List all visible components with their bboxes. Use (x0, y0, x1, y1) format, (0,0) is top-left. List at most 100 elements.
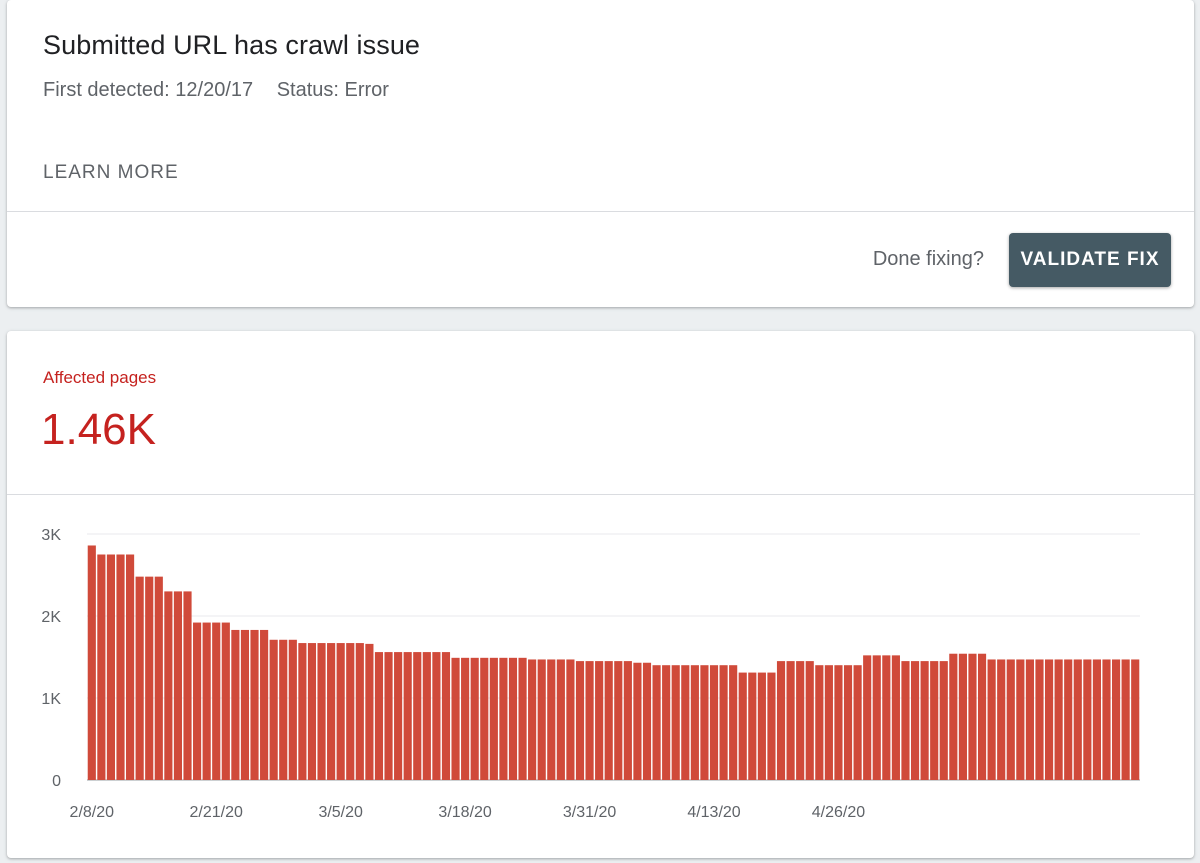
chart-bar[interactable] (106, 554, 115, 781)
chart-bar[interactable] (250, 629, 259, 780)
chart-bar[interactable] (327, 643, 336, 780)
chart-bar[interactable] (183, 591, 192, 780)
chart-bar[interactable] (202, 622, 211, 780)
chart-bar[interactable] (977, 653, 987, 780)
chart-bar[interactable] (441, 652, 451, 780)
chart-bar[interactable] (556, 659, 565, 780)
chart-bar[interactable] (87, 545, 96, 780)
chart-bar[interactable] (958, 653, 967, 780)
chart-bar[interactable] (738, 672, 747, 780)
learn-more-link[interactable]: LEARN MORE (43, 162, 179, 183)
chart-bar[interactable] (307, 643, 317, 780)
chart-bar[interactable] (786, 661, 795, 780)
chart-bar[interactable] (231, 629, 240, 780)
validate-fix-button[interactable]: VALIDATE FIX (1009, 233, 1171, 287)
chart-bar[interactable] (1025, 659, 1034, 780)
chart-bar[interactable] (212, 622, 221, 780)
chart-bar[interactable] (633, 662, 642, 780)
chart-bar[interactable] (642, 662, 652, 780)
chart-bar[interactable] (729, 665, 738, 780)
chart-bar[interactable] (394, 652, 403, 780)
chart-bar[interactable] (853, 665, 862, 780)
chart-bar[interactable] (298, 643, 307, 780)
chart-bar[interactable] (269, 639, 278, 780)
chart-bar[interactable] (480, 657, 489, 780)
chart-bar[interactable] (930, 661, 939, 780)
chart-bar[interactable] (1073, 659, 1082, 780)
chart-bar[interactable] (949, 653, 958, 780)
chart-bar[interactable] (796, 661, 805, 780)
chart-bar[interactable] (97, 554, 106, 781)
chart-bar[interactable] (1112, 659, 1121, 780)
chart-bar[interactable] (776, 661, 786, 780)
chart-bar[interactable] (145, 576, 154, 780)
chart-bar[interactable] (910, 661, 920, 780)
chart-bar[interactable] (815, 665, 824, 780)
chart-bar[interactable] (346, 643, 355, 780)
chart-bar[interactable] (1121, 659, 1130, 780)
chart-bar[interactable] (1016, 659, 1025, 780)
chart-bar[interactable] (1131, 659, 1140, 780)
chart-bar[interactable] (173, 591, 183, 780)
chart-bar[interactable] (451, 657, 460, 780)
chart-bar[interactable] (1092, 659, 1101, 780)
chart-bar[interactable] (566, 659, 575, 780)
chart-bar[interactable] (518, 657, 527, 780)
chart-bar[interactable] (882, 655, 891, 780)
chart-bar[interactable] (987, 659, 996, 780)
chart-bar[interactable] (681, 665, 690, 780)
chart-bar[interactable] (1054, 659, 1063, 780)
chart-bar[interactable] (489, 657, 498, 780)
chart-bar[interactable] (997, 659, 1006, 780)
chart-bar[interactable] (164, 591, 173, 780)
chart-bar[interactable] (920, 661, 929, 780)
chart-bar[interactable] (403, 652, 412, 780)
chart-bar[interactable] (700, 665, 709, 780)
chart-bar[interactable] (317, 643, 326, 780)
chart-bar[interactable] (872, 655, 881, 780)
chart-bar[interactable] (652, 665, 661, 780)
chart-bar[interactable] (499, 657, 508, 780)
chart-bar[interactable] (260, 629, 269, 780)
chart-bar[interactable] (748, 672, 757, 780)
chart-bar[interactable] (585, 661, 594, 780)
chart-bar[interactable] (709, 665, 719, 780)
chart-bar[interactable] (1044, 659, 1054, 780)
chart-bar[interactable] (595, 661, 604, 780)
chart-bar[interactable] (719, 665, 728, 780)
chart-bar[interactable] (939, 661, 948, 780)
chart-bar[interactable] (1035, 659, 1044, 780)
chart-bar[interactable] (288, 639, 297, 780)
chart-bar[interactable] (135, 576, 144, 780)
chart-bar[interactable] (336, 643, 345, 780)
chart-bar[interactable] (604, 661, 613, 780)
chart-bar[interactable] (690, 665, 699, 780)
chart-bar[interactable] (671, 665, 680, 780)
chart-bar[interactable] (126, 554, 135, 781)
chart-bar[interactable] (843, 665, 853, 780)
chart-bar[interactable] (279, 639, 288, 780)
chart-bar[interactable] (221, 622, 230, 780)
chart-bar[interactable] (1006, 659, 1015, 780)
chart-bar[interactable] (824, 665, 833, 780)
chart-bar[interactable] (528, 659, 537, 780)
chart-bar[interactable] (365, 643, 374, 780)
chart-bar[interactable] (384, 652, 393, 780)
chart-bar[interactable] (834, 665, 843, 780)
chart-bar[interactable] (1102, 659, 1111, 780)
chart-bar[interactable] (662, 665, 671, 780)
chart-bar[interactable] (901, 661, 910, 780)
chart-bar[interactable] (154, 576, 163, 780)
chart-bar[interactable] (374, 652, 384, 780)
chart-bar[interactable] (575, 661, 585, 780)
chart-bar[interactable] (537, 659, 546, 780)
chart-bar[interactable] (461, 657, 470, 780)
chart-bar[interactable] (863, 655, 872, 780)
chart-bar[interactable] (614, 661, 623, 780)
chart-bar[interactable] (805, 661, 814, 780)
chart-bar[interactable] (968, 653, 977, 780)
chart-bar[interactable] (767, 672, 776, 780)
chart-bar[interactable] (1064, 659, 1073, 780)
chart-bar[interactable] (432, 652, 441, 780)
chart-bar[interactable] (470, 657, 479, 780)
